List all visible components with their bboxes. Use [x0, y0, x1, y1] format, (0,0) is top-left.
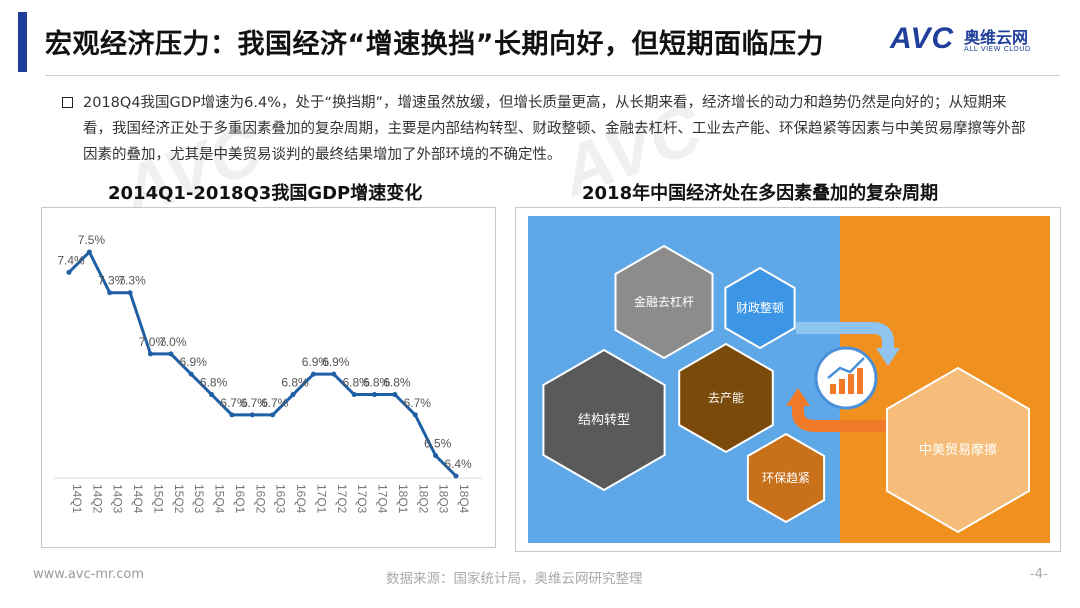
data-label: 6.4%: [444, 457, 472, 471]
financial-deleveraging-label: 金融去杠杆: [634, 294, 694, 309]
data-point: [392, 392, 398, 398]
data-point: [412, 412, 418, 418]
gdp-line-chart: 7.4% 14Q1 7.5% 14Q2 7.3% 14Q3 7.3% 14Q4 7.0% 15Q1…: [54, 233, 482, 514]
title-accent-bar: [18, 12, 27, 72]
data-point: [86, 249, 92, 255]
data-label: 6.8%: [383, 376, 411, 390]
data-label: 7.0%: [159, 335, 187, 349]
data-label: 7.4%: [57, 253, 85, 267]
diagram-title: 2018年中国经济处在多因素叠加的复杂周期: [582, 183, 939, 204]
x-tick-label: 17Q3: [355, 484, 369, 514]
data-point: [453, 473, 459, 479]
data-label: 6.9%: [302, 355, 330, 369]
summary-paragraph: 2018Q4我国GDP增速为6.4%，处于“换挡期”，增速虽然放缓，但增长质量更…: [83, 95, 1026, 163]
x-tick-label: 16Q3: [274, 484, 288, 514]
us-china-trade-friction-label: 中美贸易摩擦: [919, 442, 997, 458]
data-point: [127, 290, 133, 296]
x-tick-label: 14Q4: [131, 484, 145, 514]
data-label: 6.5%: [424, 437, 452, 451]
page-title: 宏观经济压力：我国经济“增速换挡”长期向好，但短期面临压力: [45, 29, 824, 60]
data-label: 6.7%: [241, 396, 269, 410]
data-label: 6.9%: [322, 355, 350, 369]
data-label: 6.8%: [342, 376, 370, 390]
data-point: [331, 371, 337, 377]
x-tick-label: 14Q1: [70, 484, 84, 514]
data-point: [270, 412, 276, 418]
capacity-reduction-hexagon: [678, 342, 774, 454]
growth-chart-icon: [814, 346, 878, 410]
x-tick-label: 15Q1: [151, 484, 165, 514]
cycle-arrow-bottom-head-icon: [786, 388, 810, 406]
chart-title: 2014Q1-2018Q3我国GDP增速变化: [108, 183, 423, 204]
financial-deleveraging-hexagon: [614, 244, 714, 360]
bullet-square-icon: [62, 97, 73, 108]
gdp-series-line: [67, 250, 458, 478]
data-point: [229, 412, 235, 418]
factor-diagram-panel: 金融去杠杆 财政整顿结构转型 去产能环保趋紧 中美贸易摩擦: [515, 207, 1061, 552]
x-tick-label: 14Q2: [90, 484, 104, 514]
data-point: [433, 453, 439, 459]
data-point: [107, 290, 113, 296]
x-tick-label: 14Q3: [111, 484, 125, 514]
cycle-arrow-top-head-icon: [876, 348, 900, 366]
data-point: [209, 392, 215, 398]
header-divider: [45, 75, 1060, 76]
data-point: [168, 351, 174, 357]
data-point: [249, 412, 255, 418]
x-tick-label: 17Q1: [314, 484, 328, 514]
x-tick-label: 15Q3: [192, 484, 206, 514]
data-label: 6.7%: [261, 396, 289, 410]
fiscal-consolidation-hexagon: [724, 266, 796, 350]
data-label: 7.5%: [78, 233, 106, 247]
environmental-tightening-label: 环保趋紧: [762, 471, 810, 485]
x-tick-label: 15Q4: [213, 484, 227, 514]
x-tick-label: 16Q4: [294, 484, 308, 514]
data-label: 6.8%: [363, 376, 391, 390]
x-tick-label: 15Q2: [172, 484, 186, 514]
x-tick-label: 18Q3: [437, 484, 451, 514]
data-point: [290, 392, 296, 398]
data-label: 7.0%: [139, 335, 167, 349]
environmental-tightening-hexagon: [746, 432, 826, 524]
data-label: 6.9%: [180, 355, 208, 369]
data-point: [351, 392, 357, 398]
data-label: 7.3%: [118, 274, 146, 288]
data-source: 数据来源：国家统计局，奥维云网研究整理: [386, 571, 643, 587]
logo-en: ALL VIEW CLOUD: [964, 45, 1031, 53]
data-point: [66, 269, 72, 275]
data-label: 6.8%: [200, 376, 228, 390]
x-tick-label: 18Q1: [396, 484, 410, 514]
fiscal-consolidation-label: 财政整顿: [736, 300, 784, 315]
data-point: [372, 392, 378, 398]
data-point: [147, 351, 153, 357]
footer-website: www.avc-mr.com: [33, 567, 145, 582]
cycle-arrow-bottom-icon: [792, 404, 916, 432]
structural-transformation-label: 结构转型: [578, 413, 630, 428]
x-tick-label: 17Q2: [335, 484, 349, 514]
data-point: [310, 371, 316, 377]
data-point: [188, 371, 194, 377]
data-label: 7.3%: [98, 274, 126, 288]
x-tick-label: 16Q2: [253, 484, 267, 514]
data-label: 6.8%: [281, 376, 309, 390]
x-tick-label: 18Q2: [416, 484, 430, 514]
logo-mark: AVC: [890, 22, 955, 55]
x-tick-label: 16Q1: [233, 484, 247, 514]
page-number: -4-: [1030, 567, 1048, 582]
logo-cn: 奥维云网: [964, 28, 1029, 47]
us-china-trade-friction-hexagon: [886, 366, 1030, 534]
capacity-reduction-label: 去产能: [708, 391, 744, 405]
x-tick-label: 17Q4: [376, 484, 390, 514]
gdp-chart-panel: 7.4% 14Q1 7.5% 14Q2 7.3% 14Q3 7.3% 14Q4 7.0% 15Q1…: [41, 207, 496, 548]
x-tick-label: 18Q4: [457, 484, 471, 514]
cycle-arrow-top-icon: [796, 322, 894, 350]
data-label: 6.7%: [404, 396, 432, 410]
structural-transformation-hexagon: [542, 348, 666, 492]
data-label: 6.7%: [220, 396, 248, 410]
